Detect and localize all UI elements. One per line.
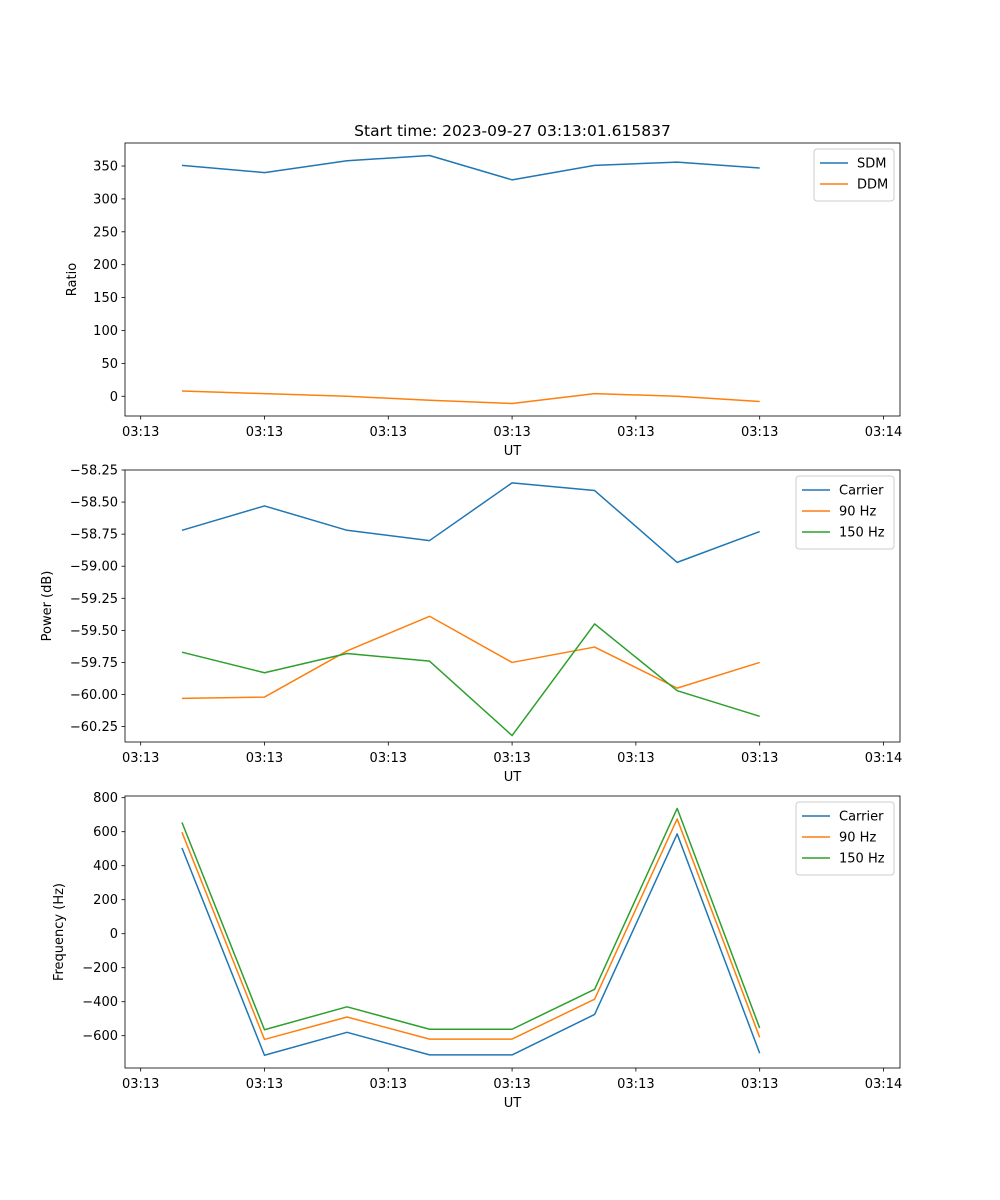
y-tick-label: 0: [110, 390, 118, 405]
y-tick-label: 600: [93, 825, 118, 840]
y-tick-label: 100: [93, 324, 118, 339]
series-line-150-hz: [181, 623, 760, 737]
x-tick-label: 03:13: [493, 1077, 530, 1092]
y-axis-label: Power (dB): [40, 571, 55, 642]
y-tick-label: −58.25: [70, 464, 118, 479]
y-tick-label: 800: [93, 791, 118, 806]
x-tick-label: 03:14: [865, 751, 902, 766]
x-tick-label: 03:13: [617, 1077, 654, 1092]
y-tick-label: 200: [93, 893, 118, 908]
legend-label: DDM: [857, 178, 888, 193]
y-tick-label: 400: [93, 859, 118, 874]
legend-box: [795, 801, 895, 876]
y-tick-label: −200: [82, 961, 118, 976]
y-tick-label: −60.25: [70, 720, 118, 735]
series-line-90-hz: [181, 615, 760, 700]
y-tick-label: 150: [93, 291, 118, 306]
legend-label: 150 Hz: [839, 526, 885, 541]
y-tick-label: 50: [101, 357, 118, 372]
legend-label: 90 Hz: [839, 505, 876, 520]
legend-label: 90 Hz: [839, 831, 876, 846]
y-tick-label: 250: [93, 225, 118, 240]
x-tick-label: 03:13: [370, 751, 407, 766]
series-line-ddm: [181, 390, 760, 405]
x-tick-label: 03:13: [617, 751, 654, 766]
x-axis-label: UT: [504, 770, 522, 785]
y-axis-label: Ratio: [65, 263, 80, 296]
y-tick-label: 0: [110, 927, 118, 942]
x-axis-label: UT: [504, 1096, 522, 1111]
y-tick-label: 350: [93, 160, 118, 175]
y-tick-label: −59.25: [70, 592, 118, 607]
axes-frame-3: [124, 795, 901, 1069]
x-tick-label: 03:13: [370, 1077, 407, 1092]
axes-frame-1: [124, 142, 901, 417]
x-tick-label: 03:14: [865, 425, 902, 440]
series-line-90-hz: [181, 818, 761, 1041]
y-tick-label: 200: [93, 258, 118, 273]
legend-label: Carrier: [839, 484, 884, 499]
x-tick-label: 03:13: [246, 1077, 283, 1092]
legend-box: [813, 148, 895, 202]
series-line-carrier: [181, 482, 760, 564]
x-tick-label: 03:13: [122, 425, 159, 440]
x-axis-label: UT: [504, 444, 522, 459]
x-tick-label: 03:13: [246, 751, 283, 766]
y-tick-label: −58.75: [70, 528, 118, 543]
legend-label: 150 Hz: [839, 852, 885, 867]
x-tick-label: 03:13: [741, 751, 778, 766]
series-line-sdm: [181, 154, 760, 181]
x-tick-label: 03:13: [741, 1077, 778, 1092]
x-tick-label: 03:13: [493, 751, 530, 766]
y-tick-label: −600: [82, 1029, 118, 1044]
series-line-carrier: [181, 833, 761, 1056]
legend-box: [795, 475, 895, 550]
x-tick-label: 03:13: [122, 751, 159, 766]
series-line-150-hz: [181, 807, 761, 1031]
y-tick-label: −58.50: [70, 496, 118, 511]
legend-label: Carrier: [839, 810, 884, 825]
y-axis-label: Frequency (Hz): [52, 883, 67, 981]
y-tick-label: −59.00: [70, 560, 118, 575]
y-tick-label: −59.50: [70, 624, 118, 639]
x-tick-label: 03:13: [617, 425, 654, 440]
x-tick-label: 03:13: [246, 425, 283, 440]
x-tick-label: 03:13: [370, 425, 407, 440]
x-tick-label: 03:14: [865, 1077, 902, 1092]
y-tick-label: −60.00: [70, 688, 118, 703]
chart-title: Start time: 2023-09-27 03:13:01.615837: [354, 122, 671, 140]
x-tick-label: 03:13: [493, 425, 530, 440]
x-tick-label: 03:13: [122, 1077, 159, 1092]
x-tick-label: 03:13: [741, 425, 778, 440]
legend-label: SDM: [857, 157, 886, 172]
axes-frame-2: [124, 469, 901, 743]
y-tick-label: −59.75: [70, 656, 118, 671]
y-tick-label: 300: [93, 192, 118, 207]
y-tick-label: −400: [82, 995, 118, 1010]
